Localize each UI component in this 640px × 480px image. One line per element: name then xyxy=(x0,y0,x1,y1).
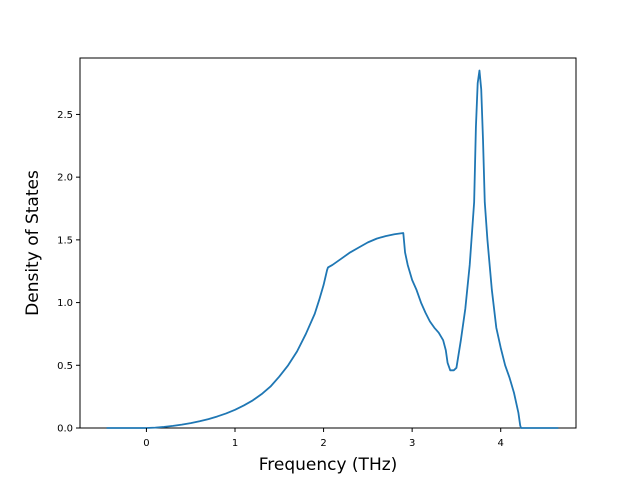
dos-series-line-0 xyxy=(106,69,559,429)
series-layer xyxy=(106,69,559,429)
y-axis-label: Density of States xyxy=(23,170,43,316)
plot-frame xyxy=(79,57,577,429)
y-tick-label: 2.5 xyxy=(57,110,73,121)
x-tick-label: 0 xyxy=(143,438,149,449)
y-tick-label: 1.0 xyxy=(57,298,73,309)
x-tick-label: 4 xyxy=(498,438,504,449)
x-axis: 0 1 2 3 4 xyxy=(143,428,504,449)
plot-area: 0 1 2 3 4 0.0 0.5 1.0 1.5 2.0 2.5 Frequency (THz)… xyxy=(23,57,577,475)
x-tick-label: 3 xyxy=(409,438,415,449)
y-tick-label: 0.5 xyxy=(57,361,73,372)
y-tick-label: 1.5 xyxy=(57,235,73,246)
x-axis-label: Frequency (THz) xyxy=(259,455,398,475)
y-axis: 0.0 0.5 1.0 1.5 2.0 2.5 xyxy=(57,110,80,435)
x-tick-label: 2 xyxy=(320,438,326,449)
x-tick-label: 1 xyxy=(232,438,238,449)
y-tick-label: 0.0 xyxy=(57,424,73,435)
y-tick-label: 2.0 xyxy=(57,173,73,184)
